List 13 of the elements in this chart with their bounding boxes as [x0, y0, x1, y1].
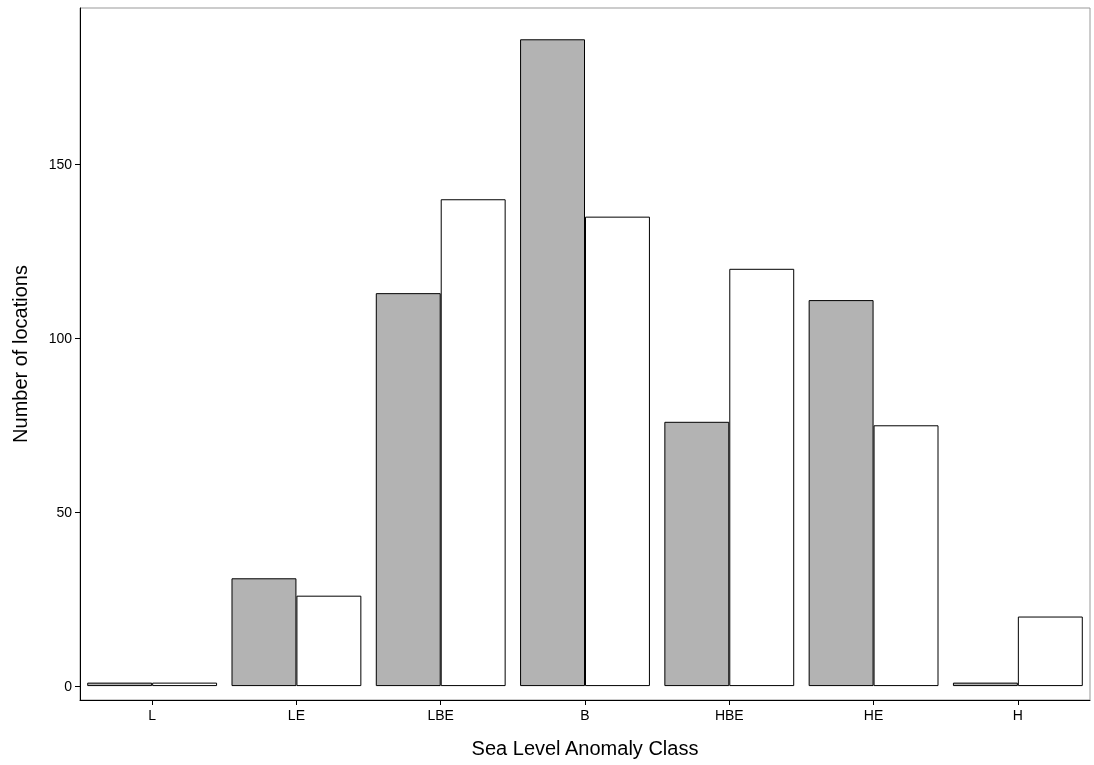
- x-tick-label: L: [148, 707, 157, 723]
- y-tick-label: 50: [56, 504, 73, 521]
- y-tick-label: 0: [64, 678, 73, 695]
- y-tick-label: 150: [48, 156, 73, 173]
- x-tick-label: B: [580, 707, 590, 723]
- x-tick-label: LBE: [427, 707, 454, 723]
- x-tick-label: HE: [863, 707, 884, 723]
- x-tick-label: HBE: [714, 707, 744, 723]
- x-axis-title: Sea Level Anomaly Class: [471, 737, 699, 759]
- y-tick-label: 100: [48, 330, 73, 347]
- y-axis-title: Number of locations: [9, 265, 31, 443]
- x-tick-label: H: [1012, 707, 1023, 723]
- x-tick-label: LE: [287, 707, 305, 723]
